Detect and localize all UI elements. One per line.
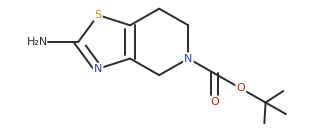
Text: O: O [236, 83, 245, 93]
Text: N: N [94, 64, 102, 74]
Text: N: N [184, 54, 193, 63]
Text: S: S [95, 10, 102, 20]
Text: H₂N: H₂N [27, 37, 48, 47]
Text: O: O [210, 97, 219, 107]
